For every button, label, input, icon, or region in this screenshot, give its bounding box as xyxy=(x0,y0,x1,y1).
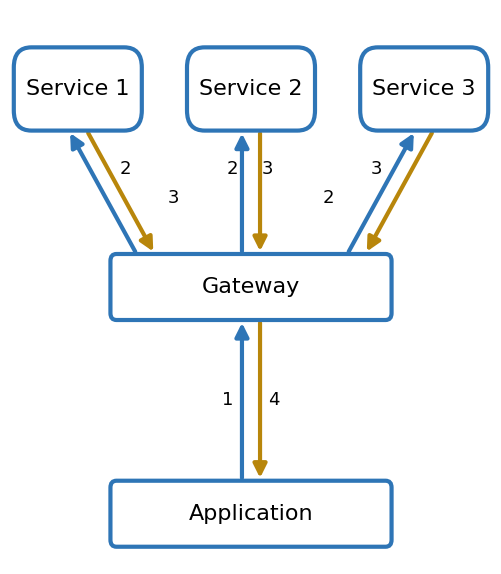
Text: 2: 2 xyxy=(323,189,334,207)
Text: 3: 3 xyxy=(167,189,178,207)
Text: Service 2: Service 2 xyxy=(199,79,302,99)
Text: Service 1: Service 1 xyxy=(26,79,129,99)
Text: 4: 4 xyxy=(268,391,279,409)
FancyBboxPatch shape xyxy=(14,48,141,131)
FancyBboxPatch shape xyxy=(110,254,391,320)
Text: Service 3: Service 3 xyxy=(372,79,475,99)
Text: 2: 2 xyxy=(226,160,237,179)
Text: 3: 3 xyxy=(370,160,381,179)
Text: 1: 1 xyxy=(222,391,233,409)
FancyBboxPatch shape xyxy=(110,481,391,546)
Text: Application: Application xyxy=(188,504,313,523)
Text: Gateway: Gateway xyxy=(201,277,300,297)
Text: 3: 3 xyxy=(262,160,273,179)
FancyBboxPatch shape xyxy=(360,48,487,131)
Text: 2: 2 xyxy=(120,160,131,179)
FancyBboxPatch shape xyxy=(187,48,315,131)
